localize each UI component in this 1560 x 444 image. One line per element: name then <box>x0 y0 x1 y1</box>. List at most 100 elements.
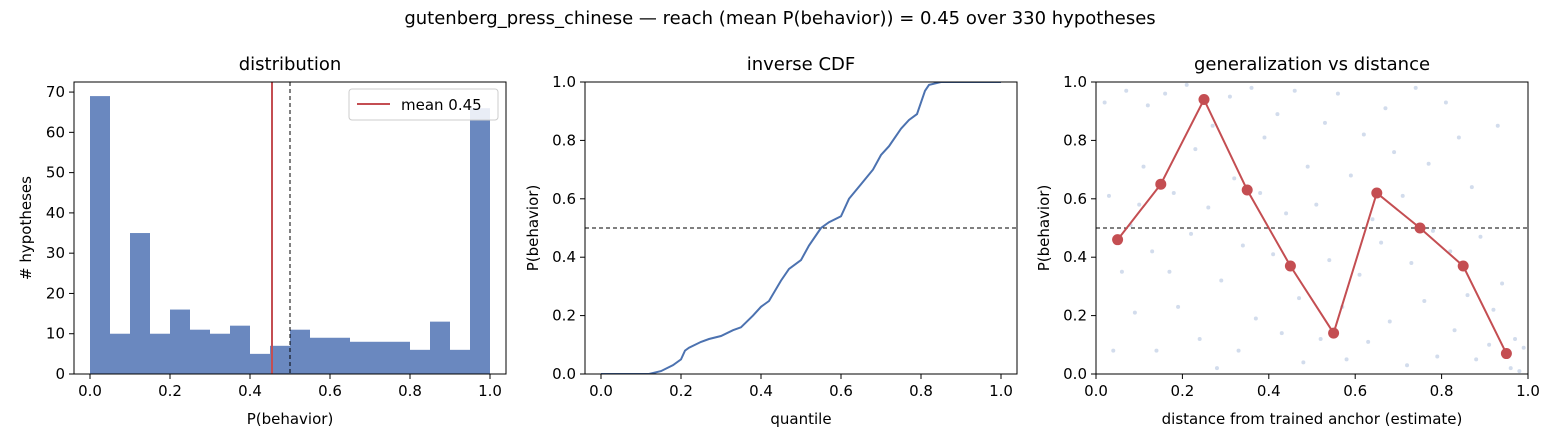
scatter-point <box>1508 366 1513 371</box>
scatter-point <box>1137 202 1142 207</box>
panel-inverse-cdf: inverse CDF 0.0 0.2 0.4 0.6 0.8 1.00.00.20.40… <box>524 54 1018 428</box>
scatter-point <box>1422 299 1427 303</box>
axes-frame <box>584 81 1018 375</box>
binned-mean-point <box>1284 260 1296 272</box>
y-tick-label: 1.0 <box>552 73 576 91</box>
scatter-point <box>1124 88 1129 93</box>
histogram-bar <box>110 333 130 374</box>
scatter-point <box>1102 100 1107 105</box>
histogram-bar <box>430 321 450 374</box>
scatter-point <box>1357 272 1362 277</box>
x-tick-label: 0.0 <box>1084 382 1108 400</box>
x-tick-label: 0.8 <box>398 382 422 400</box>
binned-mean-point <box>1371 187 1383 199</box>
x-tick-label: 0.0 <box>589 382 613 400</box>
scatter-point <box>1176 304 1181 309</box>
binned-mean-point <box>1500 348 1512 360</box>
scatter-point <box>1344 357 1349 362</box>
scatter-point <box>1119 269 1124 274</box>
histogram-bar <box>230 325 250 374</box>
scatter-point <box>1513 336 1518 341</box>
scatter-point <box>1275 112 1280 117</box>
scatter-point <box>1141 164 1146 169</box>
scatter-point <box>1383 106 1388 111</box>
x-tick-label: 0.2 <box>158 382 182 400</box>
binned-mean-point <box>1328 327 1340 339</box>
histogram-bar <box>190 329 210 374</box>
scatter-point <box>1452 328 1457 333</box>
scatter-point <box>1227 94 1232 99</box>
scatter-point <box>1370 217 1375 222</box>
figure-suptitle: gutenberg_press_chinese — reach (mean P(… <box>404 8 1155 29</box>
scatter-point <box>1426 161 1431 166</box>
histogram-bar <box>270 345 290 374</box>
scatter-point <box>1430 228 1435 233</box>
x-tick-label: 0.6 <box>1343 382 1367 400</box>
binned-mean-point <box>1198 94 1210 106</box>
scatter-point <box>1392 150 1397 155</box>
y-tick-label: 30 <box>46 244 65 262</box>
y-axis-label: P(behavior) <box>524 185 542 272</box>
histogram-bar <box>250 353 270 374</box>
scatter-point <box>1163 91 1168 96</box>
x-tick-label: 0.6 <box>318 382 342 400</box>
scatter-point <box>1469 185 1474 190</box>
scatter-point <box>1214 366 1219 371</box>
scatter-point <box>1271 252 1276 257</box>
scatter-point <box>1387 319 1392 324</box>
scatter-point <box>1348 173 1353 178</box>
scatter-point <box>1478 234 1483 239</box>
axes-frame <box>1095 81 1529 375</box>
scatter-point <box>1240 243 1245 248</box>
x-tick-label: 0.4 <box>749 382 773 400</box>
scatter-point <box>1236 348 1241 353</box>
scatter-point <box>1171 190 1176 195</box>
y-tick-label: 0.2 <box>552 307 576 325</box>
scatter-point <box>1474 357 1479 362</box>
scatter-point <box>1301 360 1306 365</box>
scatter-point <box>1456 135 1461 140</box>
histogram-bar <box>390 341 410 374</box>
y-tick-label: 0.2 <box>1063 307 1087 325</box>
y-tick-label: 1.0 <box>1063 73 1087 91</box>
scatter-point <box>1491 307 1496 312</box>
y-tick-label: 60 <box>46 123 65 141</box>
histogram-bar <box>370 341 390 374</box>
y-tick-label: 10 <box>46 325 65 343</box>
y-tick-label: 0 <box>55 365 65 383</box>
x-tick-label: 0.2 <box>1170 382 1194 400</box>
scatter-point <box>1219 278 1224 283</box>
y-tick-label: 50 <box>46 164 65 182</box>
histogram-bar <box>290 329 310 374</box>
y-tick-label: 0.0 <box>552 365 576 383</box>
histogram-bar <box>170 309 190 374</box>
histogram-bar <box>150 333 170 374</box>
scatter-point <box>1154 348 1159 353</box>
panel-distribution: distribution 0.0 0.2 0.4 0.6 0.8 1.0 0 10 20 30 40… <box>17 54 507 428</box>
scatter-point <box>1487 342 1492 347</box>
binned-mean-line <box>1116 97 1508 355</box>
scatter-point <box>1405 363 1410 368</box>
scatter-point <box>1318 336 1323 341</box>
scatter-point <box>1106 193 1111 198</box>
binned-mean-point <box>1155 178 1167 190</box>
scatter-point <box>1366 339 1371 344</box>
cdf-line <box>601 82 1001 374</box>
scatter-point <box>1305 164 1310 169</box>
scatter-point <box>1521 345 1526 350</box>
scatter-point <box>1150 249 1155 254</box>
scatter-point <box>1495 123 1500 128</box>
scatter-point <box>1500 281 1505 286</box>
x-tick-label: 0.4 <box>1257 382 1281 400</box>
scatter-point <box>1448 249 1453 254</box>
scatter-point <box>1262 135 1267 140</box>
scatter-point <box>1193 147 1198 152</box>
histogram-bar <box>450 349 470 374</box>
scatter-point <box>1292 88 1297 93</box>
panel-generalization: generalization vs distance 0.0 0.2 0.4 0.6 0… <box>1035 54 1540 428</box>
scatter-point <box>1284 211 1289 216</box>
binned-mean-point <box>1414 222 1426 234</box>
scatter-point <box>1327 258 1332 263</box>
histogram-bar <box>350 341 370 374</box>
